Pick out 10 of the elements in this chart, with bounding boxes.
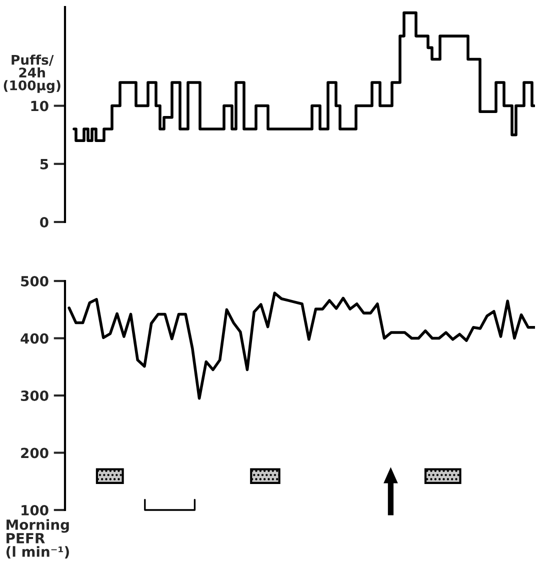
- y-tick-label: 300: [20, 390, 48, 401]
- y-tick-label: 0: [40, 216, 48, 228]
- y-tick-label: 100: [22, 504, 48, 516]
- y-axis-title: Morning PEFR (l min⁻¹): [6, 519, 69, 559]
- y-tick-label: 10: [31, 100, 48, 112]
- y-tick-label: 5: [40, 159, 48, 170]
- y-tick-label: 200: [21, 448, 48, 458]
- y-tick-label: 400: [20, 333, 48, 344]
- y-tick-label: 500: [21, 276, 48, 286]
- y-axis-title: Puffs/ 24h (100µg): [4, 54, 60, 93]
